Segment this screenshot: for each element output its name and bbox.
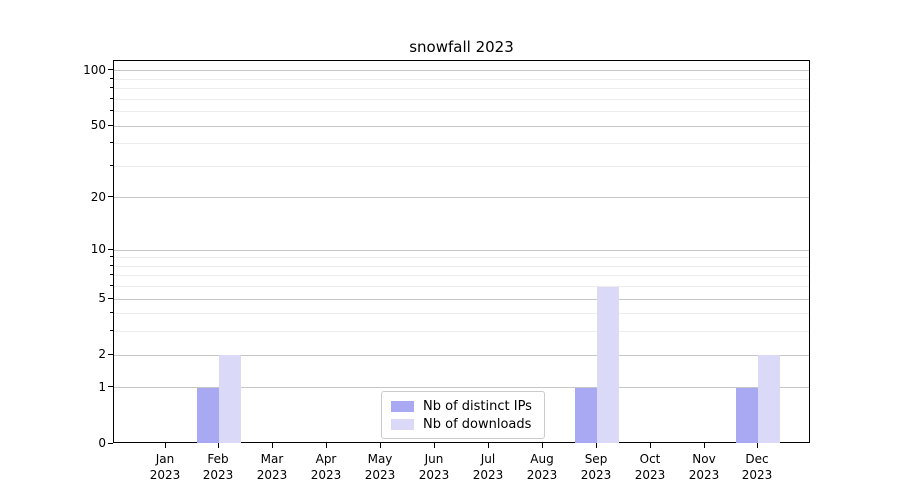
x-axis-tick-mark	[326, 443, 327, 448]
x-axis-tick-label: Mar 2023	[256, 452, 288, 482]
chart-legend: Nb of distinct IPs Nb of downloads	[381, 391, 545, 439]
y-axis-tick-label: 5	[98, 291, 106, 305]
major-gridline	[114, 387, 809, 388]
major-gridline	[114, 299, 809, 300]
y-axis-tick-label: 100	[83, 63, 106, 77]
minor-gridline	[114, 257, 809, 258]
x-axis-tick-mark	[542, 443, 543, 448]
y-axis-tick-label: 20	[90, 190, 106, 204]
x-axis-tick-mark	[650, 443, 651, 448]
x-axis-tick-label: Apr 2023	[310, 452, 342, 482]
major-gridline	[114, 126, 809, 127]
minor-gridline	[114, 166, 809, 167]
y-axis-tick-label: 50	[90, 118, 106, 132]
legend-swatch	[391, 400, 414, 412]
minor-gridline	[114, 331, 809, 332]
y-axis-minor-tick-mark	[110, 330, 113, 331]
legend-entry: Nb of distinct IPs	[391, 397, 532, 415]
x-axis-tick-label: Oct 2023	[634, 452, 666, 482]
minor-gridline	[114, 111, 809, 112]
minor-gridline	[114, 143, 809, 144]
minor-gridline	[114, 266, 809, 267]
y-axis-tick-mark	[108, 69, 113, 70]
chart-title: snowfall 2023	[409, 38, 514, 56]
x-axis-tick-label: May 2023	[364, 452, 396, 482]
y-axis-minor-tick-mark	[110, 87, 113, 88]
x-axis-tick-mark	[272, 443, 273, 448]
legend-swatch	[391, 418, 414, 430]
legend-entry: Nb of downloads	[391, 415, 532, 433]
minor-gridline	[114, 88, 809, 89]
x-axis-tick-label: Nov 2023	[688, 452, 720, 482]
x-axis-tick-label: Jan 2023	[149, 452, 181, 482]
y-axis-minor-tick-mark	[110, 98, 113, 99]
y-axis-tick-mark	[108, 125, 113, 126]
legend-label: Nb of distinct IPs	[423, 398, 532, 414]
x-axis-tick-label: Dec 2023	[741, 452, 773, 482]
y-axis-minor-tick-mark	[110, 274, 113, 275]
y-axis-tick-label: 0	[98, 436, 106, 450]
y-axis-minor-tick-mark	[110, 285, 113, 286]
y-axis-tick-label: 1	[98, 380, 106, 394]
x-axis-tick-mark	[218, 443, 219, 448]
bar-downloads	[758, 355, 780, 443]
x-axis-tick-label: Feb 2023	[202, 452, 234, 482]
bar-downloads	[597, 286, 619, 443]
y-axis-minor-tick-mark	[110, 110, 113, 111]
major-gridline	[114, 197, 809, 198]
x-axis-tick-mark	[488, 443, 489, 448]
minor-gridline	[114, 286, 809, 287]
major-gridline	[114, 70, 809, 71]
y-axis-tick-mark	[108, 196, 113, 197]
y-axis-minor-tick-mark	[110, 265, 113, 266]
x-axis-tick-label: Jun 2023	[418, 452, 450, 482]
legend-label: Nb of downloads	[423, 416, 532, 432]
minor-gridline	[114, 79, 809, 80]
bar-distinct-ips	[197, 388, 219, 443]
y-axis-tick-mark	[108, 443, 113, 444]
x-axis-tick-mark	[704, 443, 705, 448]
x-axis-tick-label: Jul 2023	[472, 452, 504, 482]
bar-distinct-ips	[575, 388, 597, 443]
y-axis-tick-mark	[108, 298, 113, 299]
x-axis-tick-mark	[380, 443, 381, 448]
x-axis-tick-mark	[165, 443, 166, 448]
y-axis-tick-mark	[108, 249, 113, 250]
y-axis-tick-label: 10	[90, 242, 106, 256]
bar-downloads	[219, 355, 241, 443]
y-axis-minor-tick-mark	[110, 165, 113, 166]
y-axis-minor-tick-mark	[110, 78, 113, 79]
minor-gridline	[114, 313, 809, 314]
x-axis-tick-mark	[596, 443, 597, 448]
x-axis-tick-mark	[434, 443, 435, 448]
y-axis-tick-mark	[108, 354, 113, 355]
major-gridline	[114, 355, 809, 356]
x-axis-tick-label: Sep 2023	[580, 452, 612, 482]
x-axis-tick-mark	[757, 443, 758, 448]
y-axis-minor-tick-mark	[110, 312, 113, 313]
major-gridline	[114, 250, 809, 251]
y-axis-minor-tick-mark	[110, 256, 113, 257]
plot-area	[113, 60, 810, 443]
y-axis-tick-label: 2	[98, 347, 106, 361]
minor-gridline	[114, 275, 809, 276]
y-axis-minor-tick-mark	[110, 142, 113, 143]
bar-distinct-ips	[736, 388, 758, 443]
minor-gridline	[114, 99, 809, 100]
x-axis-tick-label: Aug 2023	[526, 452, 558, 482]
y-axis-tick-mark	[108, 386, 113, 387]
